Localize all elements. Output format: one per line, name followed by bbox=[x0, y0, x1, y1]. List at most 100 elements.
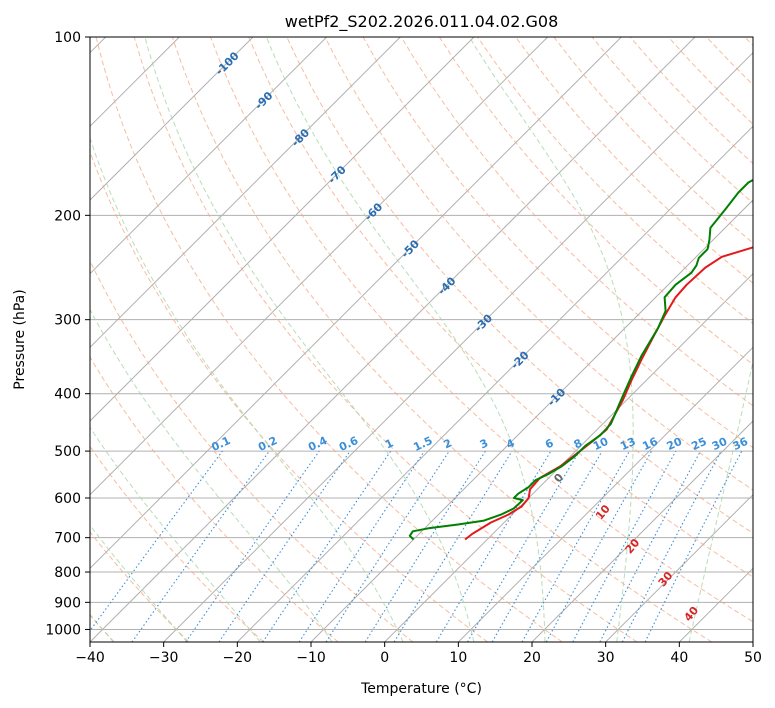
moist-adiabat-line bbox=[144, 37, 475, 642]
moist-adiabat-label: 40 bbox=[681, 604, 701, 624]
dry-adiabat-line bbox=[362, 37, 753, 449]
mixing-ratio-line bbox=[545, 450, 653, 642]
moist-adiabat-line bbox=[90, 524, 188, 642]
isotherm-line bbox=[678, 567, 753, 642]
isotherm-line bbox=[90, 37, 401, 349]
y-axis-label: Pressure (hPa) bbox=[12, 289, 28, 389]
isotherm-line bbox=[90, 37, 254, 201]
y-tick-label: 1000 bbox=[45, 622, 81, 638]
x-tick-label: 20 bbox=[523, 650, 541, 666]
mixing-ratio-line bbox=[185, 450, 320, 642]
dry-adiabat-line bbox=[90, 531, 190, 642]
y-tick-label: 900 bbox=[54, 595, 81, 611]
x-axis-label: Temperature (°C) bbox=[360, 681, 482, 697]
x-tick-label: 0 bbox=[380, 650, 389, 666]
isotherm-line bbox=[752, 641, 753, 642]
adiabat-temp-label: -50 bbox=[399, 237, 422, 260]
dry-adiabat-line bbox=[133, 37, 638, 642]
y-tick-label: 800 bbox=[54, 565, 81, 581]
dry-adiabat-line bbox=[90, 356, 339, 642]
adiabat-temp-label: -20 bbox=[508, 348, 531, 371]
mixing-ratio-label: 36 bbox=[731, 435, 751, 453]
isotherm-line bbox=[605, 493, 753, 642]
isotherm-line bbox=[90, 37, 328, 275]
dry-adiabat-line bbox=[90, 259, 414, 642]
moist-adiabat-label: 0 bbox=[551, 471, 566, 485]
moist-adiabat-label: 20 bbox=[623, 536, 643, 556]
moist-adiabat-line bbox=[762, 37, 775, 642]
x-tick-label: 50 bbox=[744, 650, 762, 666]
mixing-ratio-line bbox=[131, 450, 270, 642]
mixing-ratio-label: 16 bbox=[640, 435, 660, 453]
axes: −40 −30 −20 −10 0 10 20 30 40 5010020030040050060… bbox=[45, 30, 762, 666]
plot-frame bbox=[89, 36, 754, 643]
dry-adiabat-line bbox=[553, 37, 753, 244]
dry-adiabat-line bbox=[171, 37, 712, 642]
dry-adiabat-line bbox=[248, 37, 753, 578]
y-tick-label: 500 bbox=[54, 444, 81, 460]
x-tick-label: 10 bbox=[449, 650, 467, 666]
mixing-ratio-line bbox=[521, 450, 630, 642]
adiabat-temp-label: -10 bbox=[545, 386, 568, 409]
isotherm-line bbox=[310, 199, 753, 642]
y-tick-label: 200 bbox=[54, 208, 81, 224]
mixing-ratio-label: 6 bbox=[543, 436, 556, 451]
data-series bbox=[408, 178, 753, 541]
moist-adiabat-line bbox=[90, 308, 333, 642]
dry-adiabat-line bbox=[95, 37, 563, 642]
isotherm-line bbox=[163, 51, 753, 642]
mixing-ratio-label: 13 bbox=[618, 435, 637, 453]
isotherm-line bbox=[90, 37, 475, 422]
x-tick-label: −20 bbox=[223, 650, 253, 666]
dry-adiabat-line bbox=[90, 445, 264, 642]
adiabat-temp-label: -90 bbox=[252, 89, 275, 112]
moist-adiabat-line bbox=[265, 37, 546, 642]
mixing-ratio-label: 25 bbox=[689, 435, 708, 453]
dry-adiabat-line bbox=[668, 37, 753, 125]
mixing-ratio-label: 3 bbox=[478, 436, 490, 451]
mixing-ratio-label: 1 bbox=[383, 436, 395, 451]
adiabat-temp-label: -30 bbox=[472, 311, 495, 334]
mixing-ratio-label: 4 bbox=[504, 436, 517, 451]
mixing-ratio-line bbox=[325, 450, 450, 642]
moist-adiabat-line bbox=[90, 136, 404, 642]
adiabat-temp-label: -70 bbox=[326, 163, 349, 186]
mixing-ratio-label: 10 bbox=[591, 435, 611, 453]
mixing-ratio-line bbox=[393, 450, 513, 642]
x-tick-label: 30 bbox=[597, 650, 615, 666]
dry-adiabat-line bbox=[591, 37, 753, 204]
chart-title: wetPf2_S202.2026.011.04.02.G08 bbox=[285, 12, 559, 32]
temperature-profile-line bbox=[464, 246, 753, 541]
moist-adiabat-line bbox=[90, 426, 261, 642]
y-tick-label: 400 bbox=[54, 387, 81, 403]
y-tick-label: 300 bbox=[54, 313, 81, 329]
mixing-ratio-label: 30 bbox=[710, 435, 730, 453]
moist-adiabat-line bbox=[688, 358, 753, 642]
mixing-ratio-line bbox=[572, 450, 677, 642]
isotherm-line bbox=[236, 125, 753, 642]
background-lines bbox=[90, 37, 775, 642]
moist-adiabat-line bbox=[468, 37, 634, 642]
x-tick-label: −40 bbox=[75, 650, 105, 666]
dewpoint-profile-line bbox=[408, 178, 753, 541]
dry-adiabat-line bbox=[324, 37, 753, 491]
moist-adiabat-label: 10 bbox=[593, 502, 613, 522]
mixing-ratio-label: 2 bbox=[442, 436, 454, 451]
dry-adiabat-line bbox=[515, 37, 753, 284]
mixing-ratio-line bbox=[218, 450, 351, 642]
mixing-ratio-line bbox=[262, 450, 392, 642]
mixing-ratio-line bbox=[644, 450, 743, 642]
adiabat-temp-label: -80 bbox=[289, 126, 312, 149]
isotherm-line bbox=[531, 420, 753, 642]
y-tick-label: 100 bbox=[54, 30, 81, 46]
y-tick-label: 600 bbox=[54, 491, 81, 507]
isotherm-line bbox=[90, 37, 696, 642]
adiabat-temp-label: -40 bbox=[435, 274, 458, 297]
x-tick-label: −30 bbox=[149, 650, 179, 666]
mixing-ratio-line bbox=[90, 450, 223, 632]
mixing-ratio-label: 20 bbox=[665, 435, 685, 453]
dry-adiabat-line bbox=[210, 37, 753, 623]
isotherm-line bbox=[384, 272, 753, 642]
isotherm-line bbox=[90, 37, 622, 570]
